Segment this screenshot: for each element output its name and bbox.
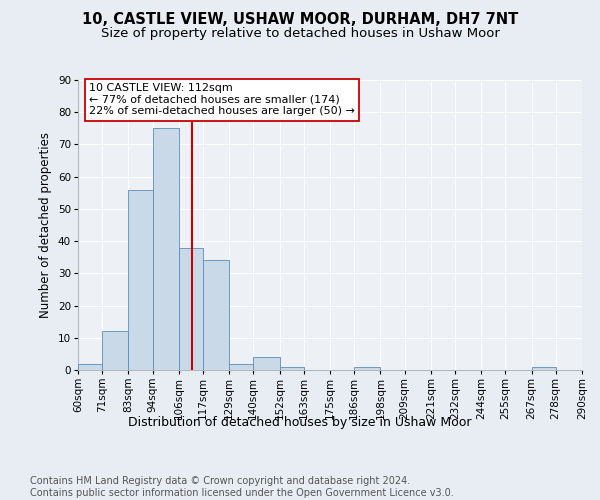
Bar xyxy=(152,128,179,370)
Bar xyxy=(179,248,203,370)
Bar xyxy=(280,367,304,370)
Text: Contains HM Land Registry data © Crown copyright and database right 2024.
Contai: Contains HM Land Registry data © Crown c… xyxy=(30,476,454,498)
Bar xyxy=(128,190,152,370)
Text: Size of property relative to detached houses in Ushaw Moor: Size of property relative to detached ho… xyxy=(101,28,499,40)
Text: 10 CASTLE VIEW: 112sqm
← 77% of detached houses are smaller (174)
22% of semi-de: 10 CASTLE VIEW: 112sqm ← 77% of detached… xyxy=(89,83,355,116)
Bar xyxy=(203,260,229,370)
Y-axis label: Number of detached properties: Number of detached properties xyxy=(40,132,52,318)
Bar xyxy=(229,364,253,370)
Bar xyxy=(102,332,128,370)
Bar xyxy=(532,367,556,370)
Bar xyxy=(253,357,280,370)
Bar xyxy=(78,364,102,370)
Bar xyxy=(354,367,380,370)
Text: Distribution of detached houses by size in Ushaw Moor: Distribution of detached houses by size … xyxy=(128,416,472,429)
Text: 10, CASTLE VIEW, USHAW MOOR, DURHAM, DH7 7NT: 10, CASTLE VIEW, USHAW MOOR, DURHAM, DH7… xyxy=(82,12,518,28)
